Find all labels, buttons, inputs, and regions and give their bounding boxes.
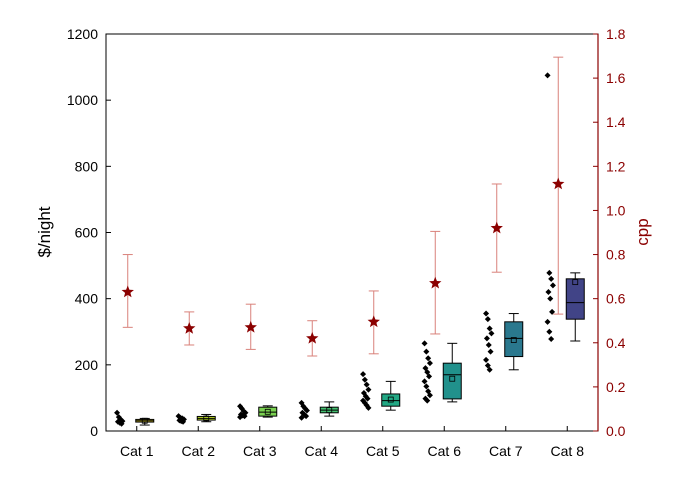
right-tick-label: 1.0 (606, 202, 626, 218)
cpp-star (244, 320, 257, 333)
box-mean-marker (141, 417, 148, 424)
data-point (421, 340, 428, 347)
cpp-markers (121, 177, 565, 344)
box-mean-marker (449, 375, 456, 382)
x-tick-label: Cat 3 (243, 443, 277, 459)
data-point (486, 325, 493, 332)
boxes (135, 272, 585, 426)
data-point (548, 275, 555, 282)
box-mean-marker (510, 337, 517, 343)
data-point (426, 392, 433, 399)
data-point (365, 404, 372, 411)
data-point (488, 330, 495, 337)
data-point (549, 308, 556, 315)
data-point (545, 289, 552, 296)
data-point (486, 366, 493, 373)
cpp-star (429, 276, 442, 289)
data-point (180, 418, 187, 425)
data-point (298, 414, 305, 421)
left-tick-label: 0 (90, 423, 98, 439)
data-point (241, 413, 248, 420)
left-tick-label: 1000 (67, 92, 98, 108)
x-tick-label: Cat 2 (182, 443, 216, 459)
right-tick-label: 1.8 (606, 26, 626, 42)
data-point (361, 376, 368, 383)
data-point (421, 378, 428, 385)
data-point (114, 409, 121, 416)
right-tick-label: 1.2 (606, 158, 626, 174)
right-tick-label: 1.4 (606, 114, 626, 130)
cpp-star (367, 315, 380, 328)
data-point (483, 310, 490, 317)
x-tick-label: Cat 7 (489, 443, 523, 459)
cpp-errorbars (122, 56, 564, 357)
x-tick-label: Cat 6 (428, 443, 462, 459)
data-point (425, 355, 432, 362)
left-axis-title: $/night (35, 206, 54, 257)
data-point (423, 348, 430, 355)
plot-border (105, 33, 599, 432)
box-body (565, 278, 585, 320)
left-tick-label: 800 (75, 158, 99, 174)
data-point (485, 341, 492, 348)
raw-points (114, 72, 556, 427)
data-point (426, 373, 433, 380)
data-point (484, 316, 491, 323)
left-tick-label: 1200 (67, 26, 98, 42)
data-point (365, 386, 372, 393)
cpp-star (306, 331, 319, 344)
right-axis-title: cpp (633, 218, 652, 245)
box-body (504, 321, 524, 358)
data-point (483, 335, 490, 342)
data-point (549, 282, 556, 289)
data-point (364, 395, 371, 402)
right-tick-label: 0.2 (606, 379, 626, 395)
left-tick-label: 400 (75, 291, 99, 307)
cpp-star (490, 221, 503, 234)
x-tick-label: Cat 4 (305, 443, 339, 459)
data-point (487, 348, 494, 355)
data-point (544, 318, 551, 325)
data-point (546, 269, 553, 276)
box-mean-marker (572, 279, 579, 286)
data-point (544, 72, 551, 79)
right-tick-label: 0.6 (606, 291, 626, 307)
data-point (118, 420, 125, 427)
data-point (303, 407, 310, 414)
right-tick-label: 0.4 (606, 335, 626, 351)
data-point (423, 383, 430, 390)
data-point (426, 360, 433, 367)
cpp-star (552, 177, 565, 190)
right-axis: 0.0 0.2 0.4 0.6 0.8 1.0 1.2 1.4 1.6 1.8 (593, 26, 626, 439)
data-point (360, 371, 367, 378)
left-tick-label: 200 (75, 357, 99, 373)
data-point (424, 397, 431, 404)
data-point (547, 295, 554, 302)
data-point (424, 369, 431, 376)
data-point (363, 381, 370, 388)
box-mean-marker (264, 408, 271, 415)
left-axis: 0 200 400 600 800 1000 1200 (67, 26, 111, 439)
data-point (546, 328, 553, 335)
x-tick-label: Cat 5 (366, 443, 400, 459)
cpp-star (121, 285, 134, 298)
plot-frame (105, 33, 599, 432)
data-point (303, 413, 310, 420)
x-axis: Cat 1 Cat 2 Cat 3 Cat 4 Cat 5 Cat 6 Cat 7 Cat 8 (120, 426, 584, 459)
data-point (237, 414, 244, 421)
right-tick-label: 1.6 (606, 70, 626, 86)
data-point (484, 362, 491, 369)
box-mean-marker (326, 407, 333, 414)
right-tick-label: 0.0 (606, 423, 626, 439)
cpp-star (183, 321, 196, 334)
x-tick-label: Cat 8 (551, 443, 585, 459)
box-mean-marker (387, 396, 394, 403)
data-point (548, 336, 555, 343)
right-tick-label: 0.8 (606, 247, 626, 263)
box-mean-marker (203, 415, 210, 422)
left-tick-label: 600 (75, 225, 99, 241)
x-tick-label: Cat 1 (120, 443, 154, 459)
data-point (483, 356, 490, 363)
